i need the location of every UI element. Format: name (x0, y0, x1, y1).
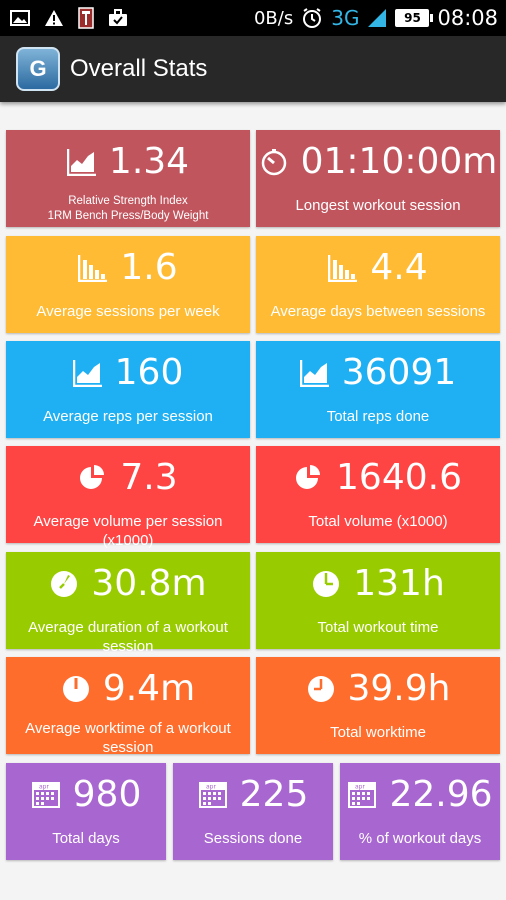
briefcase-icon (109, 9, 127, 26)
stat-label: Total days (52, 830, 120, 847)
stat-tile-volume-per-session[interactable]: 7.3 Average volume per session (x1000) (6, 446, 250, 549)
stat-label: Average reps per session (43, 408, 213, 425)
stat-label: Average sessions per week (36, 303, 220, 320)
alarm-icon (303, 8, 322, 28)
calendar-icon: apr (198, 782, 227, 808)
stat-label: Longest workout session (295, 197, 461, 214)
clock-icon (51, 571, 78, 597)
warning-icon (45, 10, 63, 26)
stat-value: 4.4 (370, 247, 428, 288)
stat-tile-total-workout-time[interactable]: 131h Total workout time (256, 552, 500, 649)
stat-label-line1: Average worktime of a workout (25, 720, 231, 737)
gallery-icon (10, 10, 30, 26)
stat-label: Total reps done (326, 408, 430, 425)
stat-tile-sessions-per-week[interactable]: 1.6 Average sessions per week (6, 236, 250, 333)
stat-label: Total worktime (330, 724, 426, 741)
stat-label: % of workout days (358, 830, 482, 847)
status-bar: 0B/s 3G 95 08:08 (0, 0, 506, 36)
stat-label-line1: Relative Strength Index (68, 195, 188, 207)
pie-chart-icon (296, 465, 321, 489)
stat-value: 22.96 (389, 774, 493, 815)
stat-tile-total-worktime[interactable]: 39.9h Total worktime (256, 657, 500, 754)
stat-label: Relative Strength Index 1RM Bench Press/… (44, 194, 213, 224)
page-title: Overall Stats (70, 55, 208, 82)
stat-value: 1.6 (120, 247, 178, 288)
app-notification-icon (78, 7, 94, 29)
stat-label: Total volume (x1000) (308, 513, 448, 530)
stat-tile-longest-session[interactable]: 01:10:00m Longest workout session (256, 130, 500, 227)
stat-value: 36091 (341, 352, 457, 393)
area-chart-icon (299, 360, 329, 387)
stat-tile-avg-worktime[interactable]: 9.4m Average worktime of a workout sessi… (6, 657, 250, 757)
stat-value: 9.4m (102, 668, 196, 709)
clock-icon (313, 571, 340, 597)
stat-label-line2: session (102, 739, 154, 756)
stat-value: 30.8m (91, 563, 207, 604)
stat-value: 1.34 (108, 141, 190, 182)
stat-value: 01:10:00m (300, 141, 498, 182)
stat-value: 131h (353, 563, 445, 604)
signal-icon (368, 9, 387, 27)
stat-tile-relative-strength[interactable]: 1.34 Relative Strength Index 1RM Bench P… (6, 130, 250, 227)
stat-label: Average worktime of a workout session (21, 719, 235, 757)
stat-tile-workout-days-percent[interactable]: apr 22.96 % of workout days (340, 763, 500, 860)
stat-tile-avg-duration[interactable]: 30.8m Average duration of a workout sess… (6, 552, 250, 655)
calendar-icon: apr (31, 782, 60, 808)
stat-value: 7.3 (120, 457, 178, 498)
battery-icon: 95 (395, 9, 434, 27)
pie-chart-icon (80, 465, 105, 489)
stat-value: 225 (239, 774, 309, 815)
stat-tile-total-reps[interactable]: 36091 Total reps done (256, 341, 500, 438)
clock-icon (62, 676, 89, 702)
action-bar: G Overall Stats (0, 36, 506, 102)
stat-label: Average volume per session (x1000) (33, 513, 223, 549)
stat-value: 1640.6 (336, 457, 462, 498)
stat-tile-sessions-done[interactable]: apr 225 Sessions done (173, 763, 333, 860)
stat-tile-total-volume[interactable]: 1640.6 Total volume (x1000) (256, 446, 500, 543)
area-chart-icon (72, 360, 102, 387)
calendar-month-text: apr (355, 784, 365, 791)
stopwatch-icon (261, 149, 286, 176)
network-type: 3G (331, 6, 360, 30)
stat-tile-reps-per-session[interactable]: 160 Average reps per session (6, 341, 250, 438)
stat-value: 980 (72, 774, 142, 815)
stat-tile-total-days[interactable]: apr 980 Total days (6, 763, 166, 860)
calendar-icon: apr (348, 782, 377, 808)
clock-time: 08:08 (437, 6, 498, 30)
calendar-month-text: apr (39, 784, 49, 791)
area-chart-icon (66, 149, 96, 176)
stat-label: Total workout time (317, 619, 439, 636)
bar-chart-icon (328, 255, 358, 282)
stat-label: Sessions done (203, 830, 303, 847)
stat-label: Average duration of a workout session (28, 619, 228, 655)
stat-tile-days-between[interactable]: 4.4 Average days between sessions (256, 236, 500, 333)
stat-value: 160 (114, 352, 184, 393)
app-logo-icon[interactable]: G (16, 47, 60, 91)
calendar-month-text: apr (206, 784, 216, 791)
stat-label: Average days between sessions (270, 303, 486, 320)
data-rate: 0B/s (253, 7, 294, 29)
bar-chart-icon (78, 255, 108, 282)
stat-label-line2: 1RM Bench Press/Body Weight (47, 210, 209, 222)
clock-icon (307, 676, 334, 702)
stat-value: 39.9h (347, 668, 451, 709)
